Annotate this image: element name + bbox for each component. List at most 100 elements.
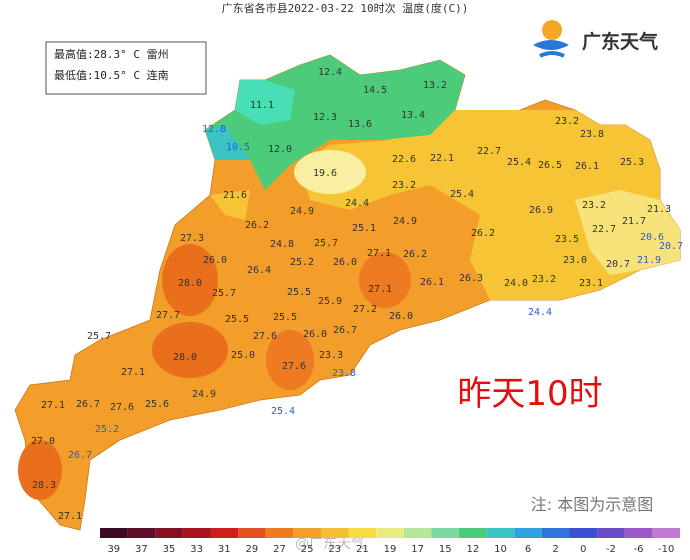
station-temp: 25.5	[225, 314, 249, 325]
station-temp: 26.3	[459, 273, 483, 284]
station-temp: 24.9	[393, 216, 417, 227]
min-text: 最低值:10.5° C 连南	[54, 69, 169, 82]
scale-swatch	[431, 528, 460, 538]
scale-swatch	[348, 528, 377, 538]
scale-swatch	[210, 528, 239, 538]
scale-label: 12	[466, 544, 479, 555]
station-temp: 12.3	[313, 112, 337, 123]
scale-swatch	[569, 528, 598, 538]
station-temp: 25.4	[507, 157, 531, 168]
station-temp: 24.8	[270, 239, 294, 250]
station-temp: 25.7	[212, 288, 236, 299]
station-temp: 26.2	[471, 228, 495, 239]
scale-label: -2	[606, 544, 616, 555]
note: 注: 本图为示意图	[531, 495, 653, 514]
station-temp: 25.9	[318, 296, 342, 307]
station-temp: 22.7	[477, 146, 501, 157]
station-temp: 25.4	[271, 406, 295, 417]
scale-swatch	[486, 528, 515, 538]
station-temp: 24.4	[345, 198, 369, 209]
station-temp: 24.9	[192, 389, 216, 400]
station-temp: 26.7	[68, 450, 92, 461]
info-box	[45, 41, 207, 95]
scale-swatch	[624, 528, 653, 538]
scale-swatch	[155, 528, 183, 538]
station-temp: 23.2	[392, 180, 416, 191]
station-temp: 23.2	[582, 200, 606, 211]
station-temp: 26.9	[529, 205, 553, 216]
scale-swatch	[238, 528, 266, 538]
station-temp: 26.0	[333, 257, 357, 268]
station-temp: 27.1	[368, 284, 392, 295]
station-temp: 21.9	[637, 255, 661, 266]
station-temp: 13.4	[401, 110, 425, 121]
scale-swatch	[652, 528, 680, 538]
station-temp: 22.7	[592, 224, 616, 235]
scale-label: 10	[494, 544, 507, 555]
station-temp: 27.1	[367, 248, 391, 259]
station-temp: 26.2	[403, 249, 427, 260]
station-temp: 10.5	[226, 142, 250, 153]
scale-label: 0	[580, 544, 586, 555]
station-temp: 25.1	[352, 223, 376, 234]
station-temp: 27.6	[282, 361, 306, 372]
scale-label: 27	[273, 544, 286, 555]
scale-swatch	[182, 528, 211, 538]
scale-swatch	[293, 528, 321, 538]
scale-label: 21	[356, 544, 369, 555]
station-temp: 14.5	[363, 85, 387, 96]
scale-label: 23	[328, 544, 341, 555]
scale-label: 37	[135, 544, 148, 555]
station-temp: 21.6	[223, 190, 247, 201]
station-temp: 26.7	[76, 399, 100, 410]
station-temp: 26.0	[203, 255, 227, 266]
station-temp: 25.7	[87, 331, 111, 342]
station-temp: 26.2	[245, 220, 269, 231]
station-temp: 23.3	[319, 350, 343, 361]
station-temp: 26.0	[303, 329, 327, 340]
station-temp: 27.6	[110, 402, 134, 413]
station-temp: 23.5	[555, 234, 579, 245]
map	[14, 54, 681, 531]
scale-label: 2	[553, 544, 559, 555]
station-temp: 25.3	[620, 157, 644, 168]
station-temp: 28.0	[173, 352, 197, 363]
station-temp: 19.6	[313, 168, 337, 179]
station-temp: 26.1	[575, 161, 599, 172]
station-temp: 25.6	[145, 399, 169, 410]
station-temp: 27.1	[121, 367, 145, 378]
scale-label: 29	[246, 544, 259, 555]
scale-label: 6	[525, 544, 531, 555]
scale-swatch	[100, 528, 128, 538]
station-temp: 11.1	[250, 100, 274, 111]
station-temp: 23.2	[532, 274, 556, 285]
station-temp: 27.1	[58, 511, 82, 522]
station-temp: 26.1	[420, 277, 444, 288]
max-text: 最高值:28.3° C 雷州	[54, 47, 169, 61]
station-temp: 21.7	[622, 216, 646, 227]
scale-swatch	[376, 528, 404, 538]
station-temp: 26.4	[247, 265, 271, 276]
station-temp: 22.1	[430, 153, 454, 164]
scale-label: 33	[190, 544, 203, 555]
station-temp: 12.0	[268, 144, 292, 155]
station-temp: 28.3	[32, 480, 56, 491]
station-temp: 25.2	[290, 257, 314, 268]
station-temp: 26.5	[538, 160, 562, 171]
scale-label: 35	[163, 544, 176, 555]
station-temp: 23.0	[563, 255, 587, 266]
scale-label: -10	[658, 544, 674, 555]
station-temp: 25.0	[231, 350, 255, 361]
station-temp: 12.4	[318, 67, 342, 78]
station-temp: 20.7	[606, 259, 630, 270]
scale-label: 31	[218, 544, 231, 555]
station-temp: 12.8	[202, 124, 226, 135]
scale-swatch	[403, 528, 432, 538]
logo: 广东天气	[533, 20, 658, 58]
station-temp: 27.6	[253, 331, 277, 342]
station-temp: 23.1	[579, 278, 603, 289]
station-temp: 26.7	[333, 325, 357, 336]
scale-swatch	[459, 528, 487, 538]
station-temp: 24.0	[504, 278, 528, 289]
